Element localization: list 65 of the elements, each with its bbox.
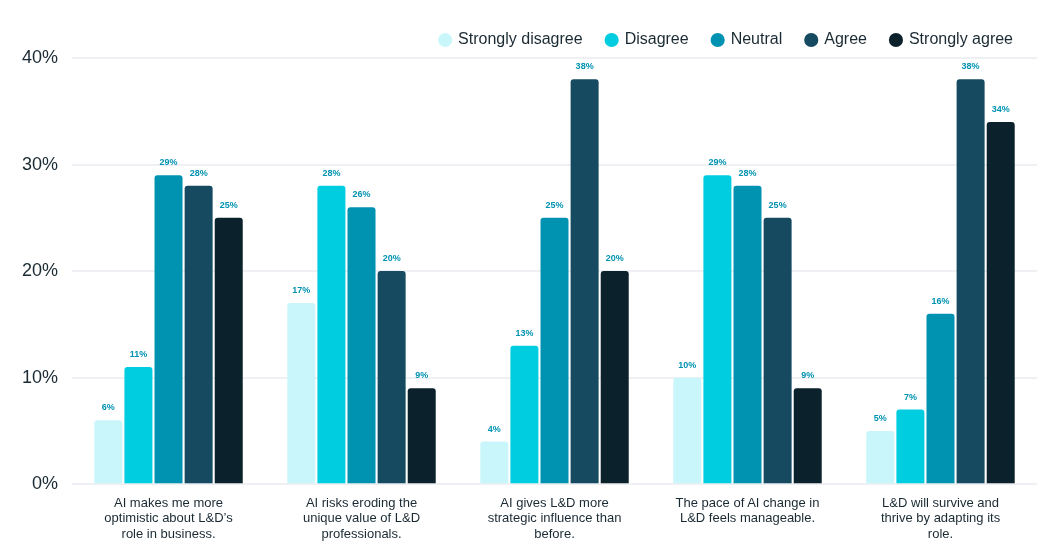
y-tick-label: 30%	[22, 153, 59, 174]
bar	[703, 175, 732, 484]
bar	[896, 409, 925, 484]
bar	[510, 345, 539, 484]
data-label: 38%	[961, 61, 980, 72]
bar	[124, 367, 153, 484]
data-label: 9%	[415, 370, 429, 381]
bar	[673, 377, 702, 484]
y-tick-label: 40%	[22, 46, 59, 67]
bar	[407, 388, 436, 484]
bar	[94, 420, 123, 484]
bar	[600, 271, 629, 484]
bar	[986, 121, 1015, 484]
data-label: 28%	[322, 167, 341, 178]
data-label: 17%	[292, 285, 311, 296]
legend-label: Strongly agree	[908, 30, 1014, 48]
y-tick-label: 20%	[22, 260, 59, 281]
x-tick-label: AI risks eroding the unique value of L&D professionals.	[302, 494, 421, 541]
data-label: 20%	[605, 253, 624, 264]
bar	[763, 217, 792, 484]
legend-label: Disagree	[624, 30, 689, 48]
legend-label: Neutral	[730, 30, 783, 48]
data-label: 28%	[189, 167, 208, 178]
bar	[480, 441, 509, 484]
data-label: 28%	[738, 167, 757, 178]
bar	[347, 207, 376, 484]
legend-label: Strongly disagree	[458, 30, 583, 48]
bar	[926, 313, 955, 484]
bar	[733, 185, 762, 484]
data-label: 29%	[708, 157, 727, 168]
data-label: 9%	[801, 370, 815, 381]
data-label: 16%	[931, 295, 950, 306]
data-label: 25%	[768, 199, 787, 210]
data-label: 13%	[515, 327, 534, 338]
y-tick-label: 0%	[32, 473, 59, 494]
bar	[866, 430, 895, 484]
data-label: 10%	[678, 359, 697, 370]
x-tick-label: The pace of AI change in L&D feels manageable.	[675, 494, 820, 526]
data-label: 20%	[382, 253, 401, 264]
bar	[184, 185, 213, 484]
data-label: 25%	[545, 199, 564, 210]
data-label: 5%	[873, 412, 887, 423]
legend-label: Agree	[824, 30, 868, 48]
bar	[956, 79, 985, 484]
x-tick-label: L&D will survive and thrive by adapting its role.	[880, 494, 1001, 541]
data-label: 6%	[101, 402, 115, 413]
bar	[540, 217, 569, 484]
bar	[287, 303, 316, 484]
data-label: 11%	[129, 348, 148, 359]
bar	[570, 79, 599, 484]
data-label: 4%	[487, 423, 501, 434]
bar	[793, 388, 822, 484]
x-tick-label: AI gives L&D more strategic influence than before.	[487, 494, 622, 541]
bar	[154, 175, 183, 484]
data-label: 34%	[991, 103, 1010, 114]
data-label: 38%	[575, 61, 594, 72]
bar	[214, 217, 243, 484]
data-label: 29%	[159, 157, 178, 168]
y-tick-label: 10%	[22, 366, 59, 387]
data-label: 7%	[903, 391, 917, 402]
bar	[377, 271, 406, 484]
x-tick-label: AI makes me more optimistic about L&D’s role in business.	[104, 494, 234, 541]
data-label: 26%	[352, 189, 371, 200]
bar	[317, 185, 346, 484]
data-label: 25%	[219, 199, 238, 210]
